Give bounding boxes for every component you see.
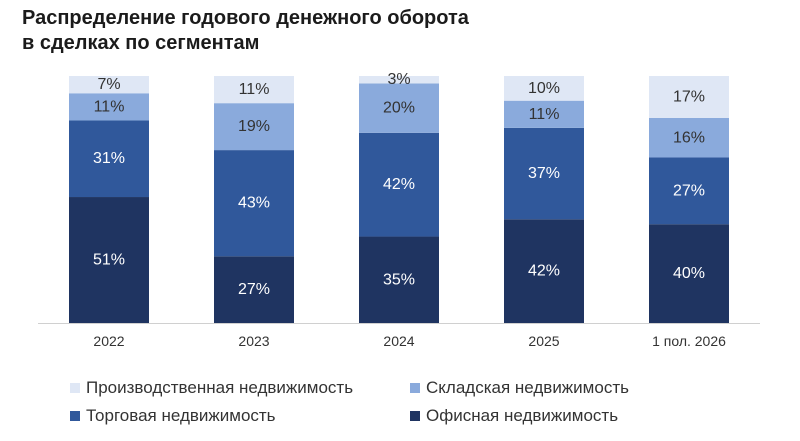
legend-item-warehouse: Складская недвижимость xyxy=(410,378,730,398)
data-label-warehouse-2: 20% xyxy=(383,100,415,117)
data-label-production-2: 3% xyxy=(387,71,410,88)
bar-segment-retail-0 xyxy=(69,120,149,198)
bar-segment-warehouse-4 xyxy=(649,117,729,158)
data-label-production-0: 7% xyxy=(97,76,120,93)
chart-title-line-2: в сделках по сегментам xyxy=(22,32,260,54)
bar-segment-retail-1 xyxy=(214,150,294,257)
bar-segment-production-1 xyxy=(214,76,294,104)
bar-segment-office-2 xyxy=(359,236,439,323)
legend-item-retail: Торговая недвижимость xyxy=(70,406,410,426)
data-label-office-2: 35% xyxy=(383,271,415,288)
legend-swatch-warehouse xyxy=(410,383,420,393)
legend-label-retail: Торговая недвижимость xyxy=(86,406,276,425)
x-tick-label-2: 2024 xyxy=(383,333,414,349)
data-label-office-0: 51% xyxy=(93,252,125,269)
data-label-office-3: 42% xyxy=(528,263,560,280)
legend-item-production: Производственная недвижимость xyxy=(70,378,410,398)
bar-segment-production-2 xyxy=(359,76,439,84)
legend-label-warehouse: Складская недвижимость xyxy=(426,378,629,397)
data-label-production-3: 10% xyxy=(528,80,560,97)
bar-segment-warehouse-1 xyxy=(214,103,294,151)
bar-segment-warehouse-2 xyxy=(359,83,439,133)
data-label-retail-0: 31% xyxy=(93,150,125,167)
bar-segment-office-3 xyxy=(504,219,584,323)
x-tick-label-3: 2025 xyxy=(528,333,559,349)
bar-segment-retail-4 xyxy=(649,157,729,225)
legend-item-office: Офисная недвижимость xyxy=(410,406,730,426)
bar-segment-office-4 xyxy=(649,224,729,323)
data-label-production-4: 17% xyxy=(673,88,705,105)
data-label-retail-1: 43% xyxy=(238,195,270,212)
chart-legend: Производственная недвижимость Складская … xyxy=(70,378,750,426)
bar-segment-production-4 xyxy=(649,76,729,118)
x-tick-label-0: 2022 xyxy=(93,333,124,349)
legend-label-office: Офисная недвижимость xyxy=(426,406,619,425)
chart-title-line-1: Распределение годового денежного оборота xyxy=(22,7,469,29)
legend-swatch-retail xyxy=(70,411,80,421)
bar-segment-warehouse-0 xyxy=(69,93,149,121)
data-label-office-4: 40% xyxy=(673,265,705,282)
bar-segment-office-0 xyxy=(69,197,149,323)
x-tick-label-4: 1 пол. 2026 xyxy=(652,333,726,349)
data-label-retail-2: 42% xyxy=(383,176,415,193)
data-label-warehouse-3: 11% xyxy=(529,106,560,123)
data-label-office-1: 27% xyxy=(238,281,270,298)
bar-segment-office-1 xyxy=(214,256,294,323)
data-label-warehouse-4: 16% xyxy=(673,129,705,146)
data-label-production-1: 11% xyxy=(239,81,270,98)
bar-segment-production-0 xyxy=(69,76,149,94)
data-label-warehouse-0: 11% xyxy=(94,98,125,115)
x-tick-label-1: 2023 xyxy=(238,333,269,349)
data-label-warehouse-1: 19% xyxy=(238,118,270,135)
data-label-retail-3: 37% xyxy=(528,165,560,182)
stacked-bar-chart: 51% 31% 11% 7% 2022 27% 43% 19% 11% 2023 35% 42% 20%… xyxy=(38,71,760,349)
chart-title: Распределение годового денежного оборота… xyxy=(22,6,469,56)
bar-segment-retail-2 xyxy=(359,132,439,237)
bar-segment-retail-3 xyxy=(504,127,584,220)
bar-segment-production-3 xyxy=(504,76,584,101)
legend-swatch-office xyxy=(410,411,420,421)
legend-label-production: Производственная недвижимость xyxy=(86,378,354,397)
legend-swatch-production xyxy=(70,383,80,393)
data-label-retail-4: 27% xyxy=(673,182,705,199)
bar-segment-warehouse-3 xyxy=(504,100,584,128)
